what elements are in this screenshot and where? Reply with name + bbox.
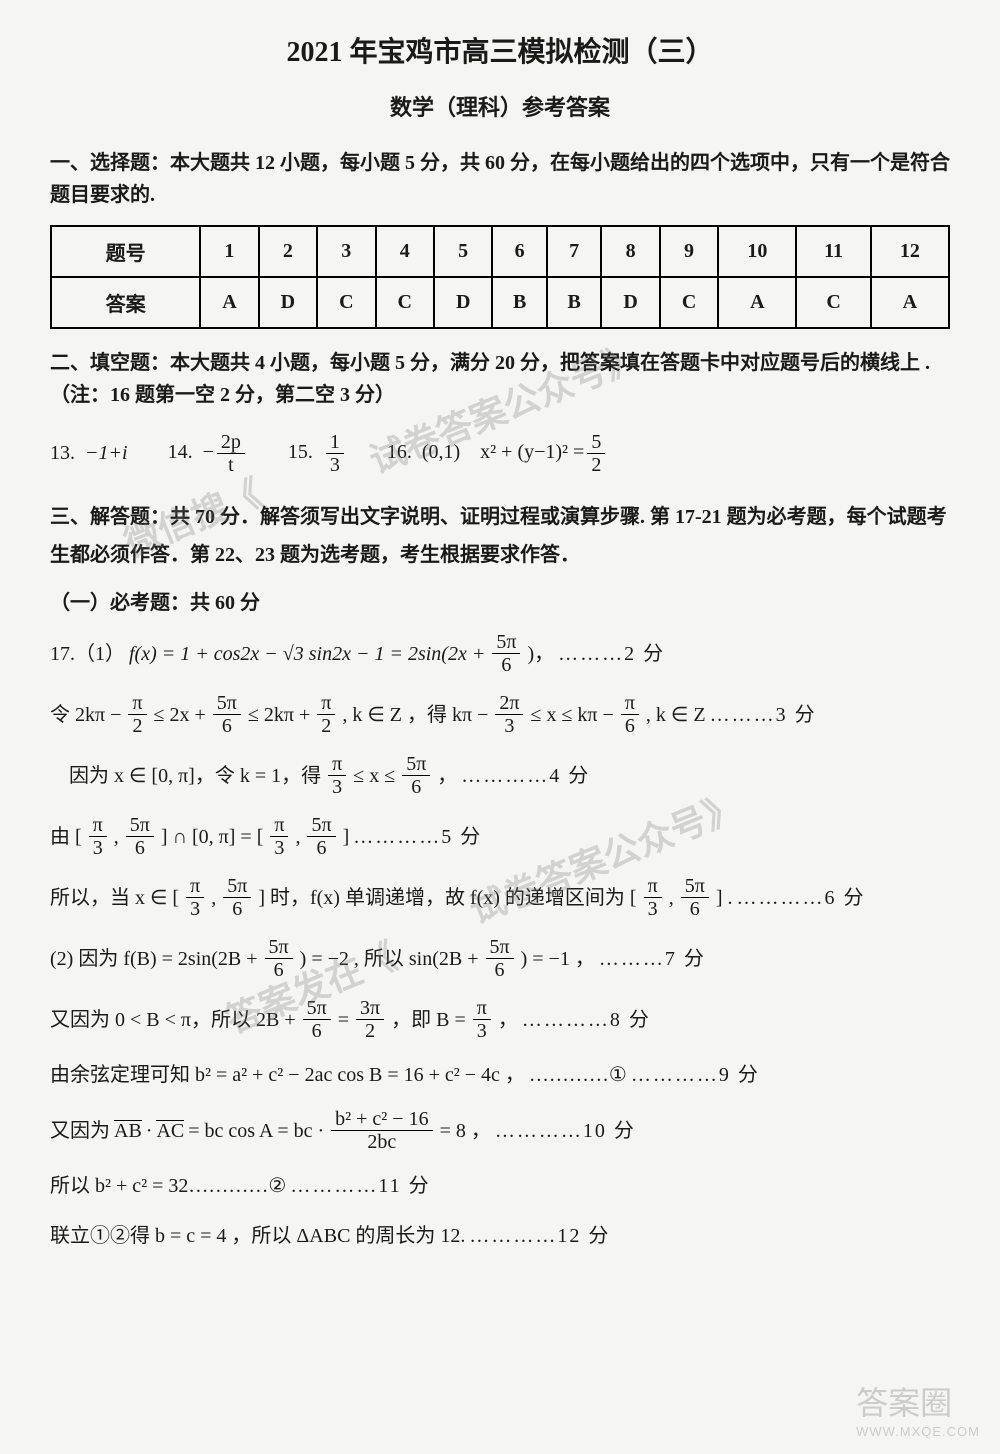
table-row: 题号 1 2 3 4 5 6 7 8 9 10 11 12 bbox=[51, 226, 949, 277]
row-label: 答案 bbox=[51, 277, 200, 328]
answer-table: 题号 1 2 3 4 5 6 7 8 9 10 11 12 答案 A D C C… bbox=[50, 225, 950, 329]
section-3-sub: （一）必考题：共 60 分 bbox=[50, 586, 950, 615]
solution-line: 联立①②得 b = c = 4 ，所以 ΔABC 的周长为 12. …………12… bbox=[50, 1219, 950, 1253]
page-title: 2021 年宝鸡市高三模拟检测（三） bbox=[50, 30, 950, 70]
section-2-header: 二、填空题：本大题共 4 小题，每小题 5 分，满分 20 分，把答案填在答题卡… bbox=[50, 347, 950, 411]
page-subtitle: 数学（理科）参考答案 bbox=[50, 90, 950, 122]
row-label: 题号 bbox=[51, 226, 200, 277]
solution-line: 所以，当 x ∈ [ π3 , 5π6 ] 时，f(x) 单调递增，故 f(x)… bbox=[50, 875, 950, 920]
corner-watermark: 答案圈 WWW.MXQE.COM bbox=[856, 1378, 980, 1439]
solution-line: 又因为 AB · AC = bc cos A = bc · b² + c² − … bbox=[50, 1108, 950, 1153]
solution-line: 令 2kπ − π2 ≤ 2x + 5π6 ≤ 2kπ + π2 , k ∈ Z… bbox=[50, 692, 950, 737]
section-3-header: 三、解答题：共 70 分．解答须写出文字说明、证明过程或演算步骤. 第 17-2… bbox=[50, 498, 950, 574]
solution-line: 17.（1） f(x) = 1 + cos2x − √3 sin2x − 1 =… bbox=[50, 631, 950, 676]
solution-line: 由 [ π3 , 5π6 ] ∩ [0, π] = [ π3 , 5π6 ] …… bbox=[50, 814, 950, 859]
solution-line: 所以 b² + c² = 32…………② …………11 分 bbox=[50, 1169, 950, 1203]
section-1-header: 一、选择题：本大题共 12 小题，每小题 5 分，共 60 分，在每小题给出的四… bbox=[50, 147, 950, 211]
solution-line: (2) 因为 f(B) = 2sin(2B + 5π6 ) = −2 , 所以 … bbox=[50, 936, 950, 981]
solution-line: 又因为 0 < B < π，所以 2B + 5π6 = 3π2 ，即 B = π… bbox=[50, 997, 950, 1042]
solution-line: 由余弦定理可知 b² = a² + c² − 2ac cos B = 16 + … bbox=[50, 1058, 950, 1092]
fill-blank-answers: 13. −1+i 14. −2pt 15. 13 16. (0,1) x² + … bbox=[50, 431, 950, 476]
solution-line: 因为 x ∈ [0, π]，令 k = 1，得 π3 ≤ x ≤ 5π6 ， …… bbox=[50, 753, 950, 798]
table-row: 答案 A D C C D B B D C A C A bbox=[51, 277, 949, 328]
